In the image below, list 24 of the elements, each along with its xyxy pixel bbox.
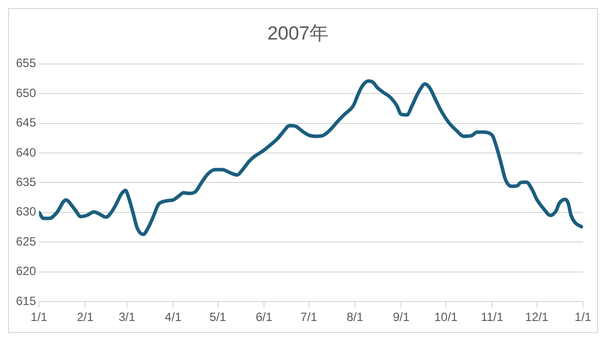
y-tick-label: 645 (16, 116, 36, 130)
y-tick-label: 640 (16, 145, 36, 160)
x-tick-label: 7/1 (300, 310, 318, 324)
x-tick-label: 4/1 (164, 310, 182, 324)
x-tick-label: 5/1 (210, 310, 227, 324)
x-tick-label: 8/1 (346, 310, 364, 324)
y-tick-label: 655 (16, 56, 36, 70)
chart-title: 2007年 (267, 24, 329, 45)
x-tick-label: 2/1 (76, 310, 94, 324)
line-series (39, 79, 583, 236)
y-tick-label: 630 (16, 204, 36, 219)
x-tick-label: 9/1 (392, 310, 410, 324)
x-tick-label: 12/1 (525, 310, 549, 324)
x-tick-label: 3/1 (118, 310, 136, 324)
x-tick-label: 6/1 (256, 310, 273, 324)
x-tick-label: 10/1 (434, 310, 458, 324)
x-tick-label: 1/1 (30, 310, 48, 324)
y-tick-label: 615 (16, 294, 36, 308)
x-tick-label: 11/1 (480, 310, 504, 324)
y-tick-label: 635 (16, 175, 36, 190)
y-tick-label: 650 (16, 86, 36, 100)
y-tick-label: 620 (16, 264, 36, 278)
x-tick-label: 1/1 (574, 310, 592, 324)
y-tick-label: 625 (16, 234, 36, 248)
